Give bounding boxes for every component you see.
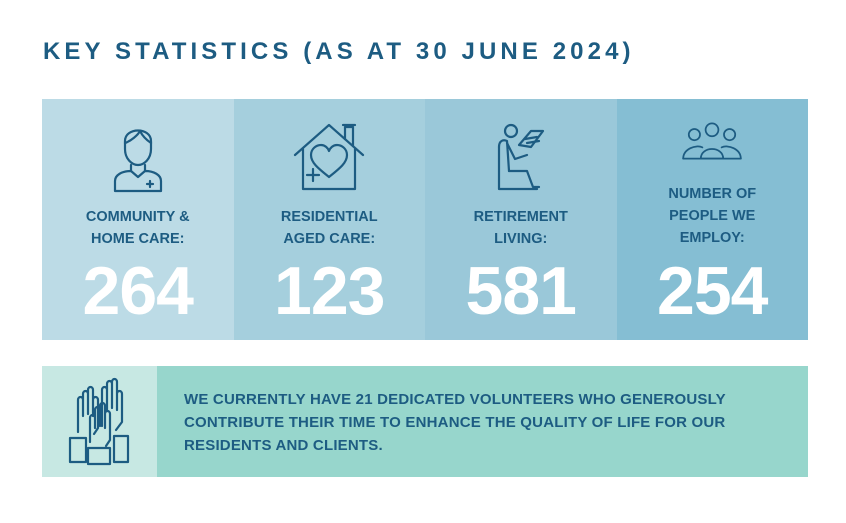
stat-label: RESIDENTIAL AGED CARE: bbox=[280, 209, 378, 247]
volunteers-icon-box bbox=[42, 366, 157, 477]
people-group-icon bbox=[682, 122, 742, 160]
house-heart-icon bbox=[294, 123, 365, 191]
stat-label: COMMUNITY & HOME CARE: bbox=[85, 209, 190, 247]
carer-icon bbox=[113, 129, 162, 193]
stat-residential-aged-care: RESIDENTIAL AGED CARE: 123 bbox=[233, 99, 425, 340]
stat-value: 254 bbox=[657, 253, 768, 329]
stat-community-home-care: COMMUNITY & HOME CARE: 264 bbox=[42, 99, 234, 340]
volunteers-text: WE CURRENTLY HAVE 21 DEDICATED VOLUNTEER… bbox=[184, 391, 726, 454]
stat-retirement-living: RETIREMENT LIVING: 581 bbox=[425, 99, 617, 340]
raised-hands-icon bbox=[68, 377, 130, 466]
stat-people-employed: NUMBER OF PEOPLE WE EMPLOY: 254 bbox=[616, 99, 808, 340]
stat-label: RETIREMENT LIVING: bbox=[473, 209, 568, 247]
stats-panel: COMMUNITY & HOME CARE: 264 RESIDENTIAL A… bbox=[42, 99, 808, 340]
page-title: KEY STATISTICS (AS AT 30 JUNE 2024) bbox=[43, 38, 635, 65]
stat-label: NUMBER OF PEOPLE WE EMPLOY: bbox=[668, 186, 757, 246]
stat-value: 264 bbox=[82, 253, 194, 329]
stat-value: 123 bbox=[274, 253, 385, 329]
volunteers-panel: WE CURRENTLY HAVE 21 DEDICATED VOLUNTEER… bbox=[42, 366, 808, 477]
reading-chair-icon bbox=[497, 123, 544, 191]
volunteers-text-box: WE CURRENTLY HAVE 21 DEDICATED VOLUNTEER… bbox=[157, 366, 808, 477]
stat-value: 581 bbox=[465, 253, 577, 329]
